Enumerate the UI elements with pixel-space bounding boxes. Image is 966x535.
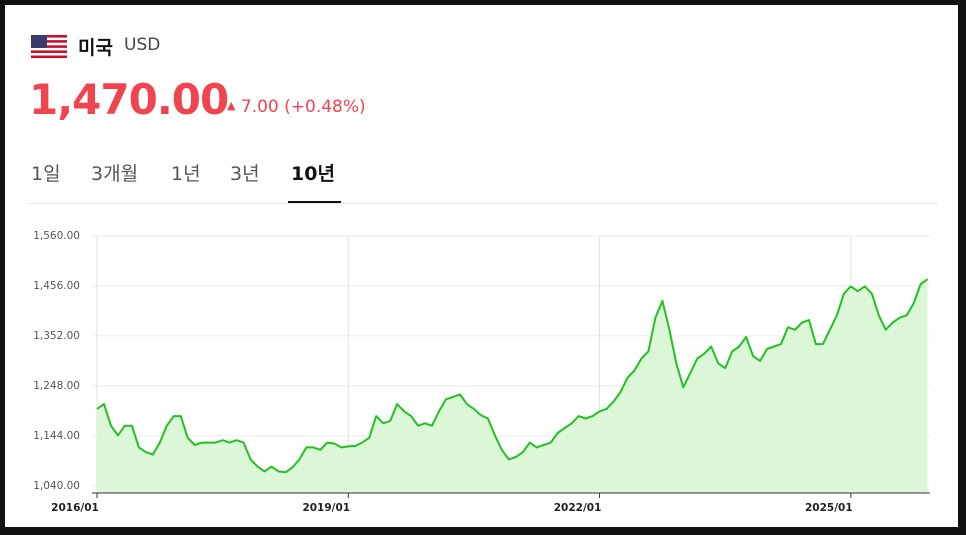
x-tick-label: 2019/01 — [302, 502, 350, 514]
y-tick-label: 1,040.00 — [33, 480, 80, 492]
price: 1,470.00 — [29, 75, 229, 124]
x-tick-label: 2025/01 — [805, 502, 853, 514]
chart: 1,040.00 1,144.00 1,248.00 1,352.00 1,456.00… — [33, 230, 930, 514]
area — [97, 279, 928, 493]
range-tab[interactable]: 10년 — [291, 163, 335, 185]
currency: USD — [124, 35, 161, 55]
us-flag — [31, 35, 67, 59]
y-tick-label: 1,352.00 — [33, 330, 80, 342]
y-tick-label: 1,248.00 — [33, 380, 80, 392]
price-change: ▲ 7.00 (+0.48%) — [227, 97, 366, 117]
change-amount: 7.00 — [240, 97, 279, 117]
line — [96, 278, 929, 474]
country: 미국 — [78, 37, 113, 59]
range-tab[interactable]: 1년 — [171, 163, 201, 185]
y-tick-label: 1,144.00 — [33, 430, 80, 442]
range-tab[interactable]: 3년 — [230, 163, 260, 185]
range-tab[interactable]: 1일 — [31, 163, 61, 185]
x-tick-label: 2016/01 — [51, 502, 99, 514]
range-tab[interactable]: 3개월 — [91, 163, 139, 185]
y-tick-label: 1,560.00 — [33, 230, 80, 242]
y-tick-label: 1,456.00 — [33, 280, 80, 292]
change-percent: (+0.48%) — [284, 97, 366, 117]
tab-underline — [288, 201, 341, 203]
x-tick-label: 2022/01 — [554, 502, 602, 514]
tab-divider — [28, 203, 938, 204]
